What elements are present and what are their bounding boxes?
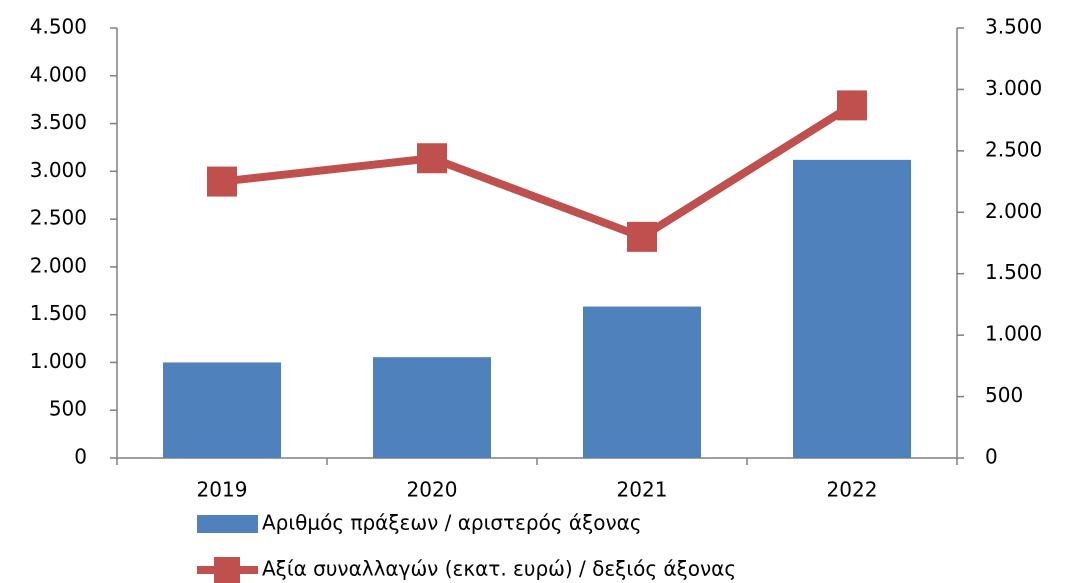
y-tick-label: 2.000 [30,253,87,277]
y-tick-label: 3.500 [30,110,87,134]
legend-label: Αξία συναλλαγών (εκατ. ευρώ) / δεξιός άξ… [262,557,736,581]
marker [207,166,237,197]
bar [373,357,491,458]
y2-tick-label: 500 [985,383,1023,407]
y2-tick-label: 1.000 [985,322,1042,346]
legend-label: Αριθμός πράξεων / αριστερός άξονας [262,511,642,535]
y-tick-label: 1.000 [30,349,87,373]
x-tick-label: 2019 [197,478,248,502]
y2-tick-label: 3.500 [985,15,1042,39]
y-tick-label: 4.500 [30,15,87,39]
marker [837,90,867,121]
bar [793,159,911,458]
y2-tick-label: 3.000 [985,76,1042,100]
y-tick-label: 2.500 [30,206,87,230]
y-tick-label: 1.500 [30,301,87,325]
marker [417,143,447,174]
legend-swatch [197,515,258,533]
bar [163,362,281,458]
y2-tick-label: 2.000 [985,199,1042,223]
x-tick-label: 2021 [617,478,668,502]
y-tick-label: 4.000 [30,62,87,86]
y2-tick-label: 0 [985,445,998,469]
legend-marker [214,557,240,583]
bar [583,306,701,458]
x-tick-label: 2020 [407,478,458,502]
y-tick-label: 500 [49,397,87,421]
line [221,102,855,241]
marker [627,221,657,252]
y-tick-label: 3.000 [30,158,87,182]
y-tick-label: 0 [74,445,87,469]
y2-tick-label: 2.500 [985,137,1042,161]
x-tick-label: 2022 [827,478,878,502]
y2-tick-label: 1.500 [985,260,1042,284]
